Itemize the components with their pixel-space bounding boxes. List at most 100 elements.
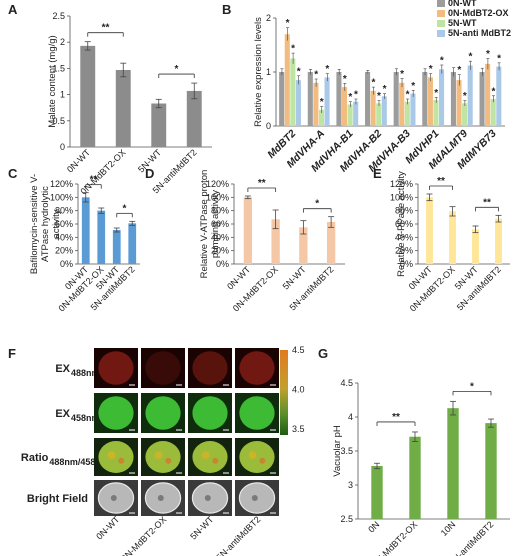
protoplast-cell bbox=[239, 441, 275, 473]
y-tick-label: 3 bbox=[348, 480, 353, 490]
y-tick-label: 0 bbox=[60, 142, 65, 152]
significance-marker: * bbox=[348, 92, 352, 103]
significance-marker: * bbox=[297, 66, 301, 77]
panel-label: D bbox=[145, 166, 154, 181]
bar-MdVHP1-5N-anti MdBT2 bbox=[439, 69, 445, 126]
cell-texture bbox=[251, 495, 258, 501]
y-tick-label: 60% bbox=[395, 219, 413, 229]
bar-MdVHA-A-5N-WT bbox=[318, 109, 325, 126]
bar-MdVHA-B2-5N-anti MdBT2 bbox=[381, 96, 387, 126]
bar-MdVHP1-5N-WT bbox=[433, 100, 439, 126]
y-tick-label: 4 bbox=[348, 412, 353, 422]
significance-marker: * bbox=[457, 65, 461, 76]
colorbar bbox=[280, 350, 288, 435]
significance-marker: * bbox=[440, 55, 444, 66]
significance-marker: * bbox=[286, 18, 290, 29]
legend-entry: 5N-anti MdBT2 bbox=[448, 28, 511, 38]
significance-marker: * bbox=[343, 74, 347, 85]
y-axis-label: Bafilomycin-sensitive V- bbox=[29, 174, 40, 274]
y-tick-label: 20% bbox=[395, 246, 413, 256]
bar-5N-antiMdBT2 bbox=[495, 218, 502, 264]
x-tick-label: 0N-WT bbox=[65, 147, 93, 175]
significance-marker: ** bbox=[258, 178, 266, 189]
y-tick-label: 1 bbox=[60, 90, 65, 100]
bar-MdVHA-B1-5N-WT bbox=[347, 104, 353, 126]
significance-marker: * bbox=[325, 64, 329, 75]
protoplast-cell bbox=[98, 441, 134, 473]
bar-MdBT2-5N-WT bbox=[290, 58, 296, 126]
y-axis-label: Relative expression levels bbox=[253, 17, 264, 127]
bar-MdVHA-B2-0N-WT bbox=[365, 72, 371, 126]
bar-5N-antiMdBT2 bbox=[326, 222, 336, 264]
bar-MdALMT9-0N-MdBT2-OX bbox=[456, 80, 462, 126]
bar-MdVHA-B1-5N-anti MdBT2 bbox=[353, 101, 359, 126]
bar-MdVHA-B2-5N-WT bbox=[376, 103, 382, 126]
panel-label: G bbox=[318, 346, 328, 361]
bar-MdVHP1-0N-WT bbox=[422, 72, 428, 126]
y-tick-label: 0% bbox=[60, 259, 73, 269]
ratio-spot bbox=[154, 451, 163, 460]
y-axis-label: Malate content (mg/g) bbox=[47, 35, 58, 127]
ratio-spot bbox=[118, 457, 125, 464]
row-label: EX bbox=[55, 363, 70, 375]
significance-marker: ** bbox=[483, 197, 491, 208]
row-label: Ratio bbox=[21, 452, 49, 464]
y-tick-label: 20% bbox=[211, 246, 229, 256]
significance-marker: ** bbox=[102, 23, 110, 34]
y-tick-label: 20% bbox=[55, 246, 73, 256]
ratio-spot bbox=[201, 451, 210, 460]
y-axis-label: pumping activity bbox=[210, 190, 221, 258]
bar-0N-WT bbox=[426, 197, 433, 264]
y-tick-label: 100% bbox=[390, 192, 413, 202]
x-tick-label: 0N bbox=[366, 519, 381, 534]
micrograph-tile bbox=[141, 348, 185, 388]
bar-0N-WT bbox=[243, 197, 253, 264]
cell-texture bbox=[157, 495, 164, 501]
y-tick-label: 2.5 bbox=[52, 11, 65, 21]
bar-0N-MdBT2-OX bbox=[97, 210, 106, 264]
legend-swatch bbox=[437, 20, 445, 27]
bar-5N-WT bbox=[112, 230, 121, 264]
panel-label: B bbox=[222, 2, 231, 17]
bar-MdMYB73-5N-WT bbox=[490, 99, 496, 126]
bar-MdBT2-0N-WT bbox=[279, 72, 285, 126]
bar-5N-antiMdBT2 bbox=[186, 90, 202, 147]
significance-marker: * bbox=[468, 52, 472, 63]
bar-0N-MdBT2-OX bbox=[409, 436, 421, 519]
protoplast-cell bbox=[145, 396, 181, 430]
y-tick-label: 2 bbox=[60, 37, 65, 47]
y-tick-label: 0% bbox=[400, 259, 413, 269]
legend-swatch bbox=[437, 30, 445, 37]
colorbar-tick-label: 3.5 bbox=[292, 424, 305, 434]
y-tick-label: 40% bbox=[395, 232, 413, 242]
bar-MdMYB73-0N-WT bbox=[479, 72, 485, 126]
chart-panel-d: 0% 20% 40% 60% 80% 100% 120%Relative V-ATPase … bbox=[199, 170, 345, 313]
bar-MdVHP1-0N-MdBT2-OX bbox=[427, 77, 433, 126]
panel-label: F bbox=[8, 346, 16, 361]
cell-texture bbox=[110, 495, 117, 501]
bar-5N-WT bbox=[151, 103, 167, 147]
protoplast-cell bbox=[239, 351, 275, 385]
y-tick-label: 60% bbox=[55, 219, 73, 229]
cell-texture bbox=[204, 495, 211, 501]
bar-MdVHA-A-0N-MdBT2-OX bbox=[313, 82, 319, 126]
ratio-spot bbox=[165, 457, 172, 464]
legend-entry: 0N-MdBT2-OX bbox=[448, 8, 509, 18]
ratio-spot bbox=[248, 451, 257, 460]
chart-panel-e: 0% 20% 40% 60% 80% 100% 120%Relative V-PPase a… bbox=[390, 171, 510, 313]
panel-label: A bbox=[8, 2, 18, 17]
y-axis-label: activity bbox=[51, 209, 62, 238]
significance-marker: * bbox=[463, 91, 467, 102]
ratio-spot bbox=[212, 457, 219, 464]
row-label-subscript: 458nm bbox=[71, 413, 100, 423]
bar-MdVHA-B1-0N-MdBT2-OX bbox=[341, 87, 348, 126]
protoplast-cell bbox=[98, 351, 134, 385]
y-tick-label: 40% bbox=[211, 232, 229, 242]
bar-MdMYB73-0N-MdBT2-OX bbox=[485, 63, 491, 126]
significance-marker: * bbox=[383, 84, 387, 95]
significance-marker: * bbox=[400, 69, 404, 80]
bar-0N-WT bbox=[81, 197, 90, 264]
